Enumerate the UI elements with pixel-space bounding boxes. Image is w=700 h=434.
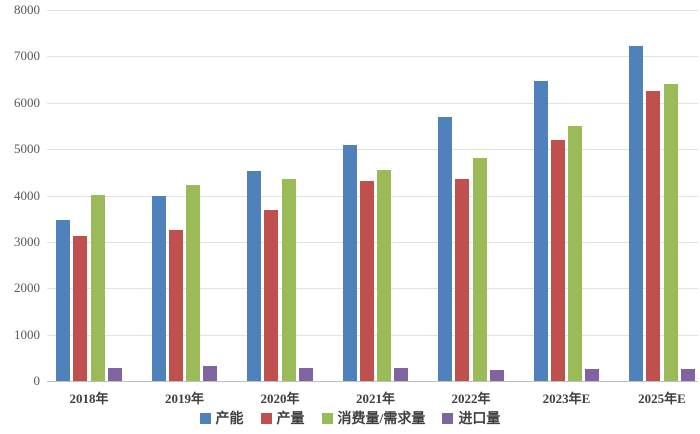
x-tick-label-2021年: 2021年 bbox=[355, 391, 395, 406]
bar-group-2019年 bbox=[151, 10, 218, 381]
x-tick-label-2023年E: 2023年E bbox=[542, 391, 591, 406]
legend-swatch-icon bbox=[199, 412, 211, 424]
bar-group-2020年 bbox=[247, 10, 313, 381]
bar-产量-2025年E bbox=[646, 91, 661, 381]
x-tick-label-2018年: 2018年 bbox=[69, 391, 109, 406]
y-tick-label-8000: 8000 bbox=[14, 2, 40, 17]
bar-group-2023年E bbox=[533, 10, 600, 381]
bar-进口量-2020年 bbox=[298, 368, 313, 381]
bar-进口量-2023年E bbox=[585, 369, 600, 381]
bar-产能-2020年 bbox=[247, 170, 261, 381]
x-tick-label-2025年E: 2025年E bbox=[638, 391, 686, 406]
bar-产能-2025年E bbox=[629, 46, 643, 381]
x-tick-label-2022年: 2022年 bbox=[451, 391, 491, 406]
y-tick-label-1000: 1000 bbox=[14, 326, 40, 342]
bar-产能-2019年 bbox=[151, 195, 166, 381]
legend-label: 进口量 bbox=[458, 412, 501, 427]
legend-swatch-icon bbox=[442, 412, 454, 424]
y-tick-label-5000: 5000 bbox=[14, 141, 40, 157]
y-tick-label-6000: 6000 bbox=[14, 94, 40, 110]
gridline-8000 bbox=[47, 10, 698, 11]
bar-进口量-2021年 bbox=[394, 368, 409, 381]
bar-消费量/需求量-2021年 bbox=[377, 170, 392, 381]
legend-swatch-icon bbox=[321, 412, 333, 424]
x-axis-line bbox=[47, 381, 698, 382]
bar-产量-2019年 bbox=[168, 230, 183, 381]
legend-item-进口量: 进口量 bbox=[442, 408, 500, 428]
y-tick-label-7000: 7000 bbox=[14, 48, 40, 64]
bar-进口量-2025年E bbox=[680, 368, 695, 381]
bar-group-2022年 bbox=[438, 10, 504, 381]
y-tick-label-3000: 3000 bbox=[14, 233, 40, 249]
plot-area bbox=[47, 10, 698, 382]
bar-消费量/需求量-2020年 bbox=[281, 179, 296, 381]
bar-产量-2020年 bbox=[264, 210, 279, 381]
y-tick-label-4000: 4000 bbox=[14, 187, 40, 203]
bar-group-2025年E bbox=[629, 10, 695, 381]
bar-进口量-2022年 bbox=[489, 369, 504, 381]
legend-item-产能: 产能 bbox=[199, 408, 244, 428]
x-tick-label-2020年: 2020年 bbox=[260, 391, 300, 406]
y-tick-label-2000: 2000 bbox=[14, 280, 40, 296]
bar-消费量/需求量-2023年E bbox=[568, 125, 583, 381]
bar-产能-2018年 bbox=[56, 219, 70, 381]
bar-产量-2023年E bbox=[550, 139, 565, 381]
bar-进口量-2018年 bbox=[107, 367, 122, 381]
bar-产量-2018年 bbox=[73, 235, 88, 381]
bar-消费量/需求量-2022年 bbox=[472, 158, 487, 381]
bar-group-2021年 bbox=[342, 10, 409, 381]
bar-group-2018年 bbox=[56, 10, 122, 381]
legend-swatch-icon bbox=[260, 412, 272, 424]
legend-label: 消费量/需求量 bbox=[337, 412, 426, 427]
gridline-6000 bbox=[47, 102, 698, 104]
bar-产能-2021年 bbox=[342, 145, 357, 381]
legend-label: 产量 bbox=[276, 412, 305, 427]
bar-消费量/需求量-2019年 bbox=[186, 184, 201, 381]
legend-item-消费量/需求量: 消费量/需求量 bbox=[321, 408, 426, 428]
bar-产能-2022年 bbox=[438, 117, 452, 381]
bar-产量-2021年 bbox=[359, 181, 374, 381]
legend-item-产量: 产量 bbox=[260, 408, 305, 428]
bar-产量-2022年 bbox=[455, 178, 470, 381]
bar-消费量/需求量-2018年 bbox=[90, 194, 105, 381]
bar-消费量/需求量-2025年E bbox=[663, 84, 678, 381]
gridline-5000 bbox=[47, 149, 698, 151]
x-tick-label-2019年: 2019年 bbox=[164, 391, 204, 406]
legend: 产能 产量 消费量/需求量 进口量 bbox=[0, 408, 700, 428]
legend-label: 产能 bbox=[215, 412, 244, 427]
gridline-7000 bbox=[47, 56, 698, 58]
bar-进口量-2019年 bbox=[203, 366, 218, 381]
y-tick-label-0: 0 bbox=[33, 373, 41, 388]
bar-产能-2023年E bbox=[533, 81, 548, 381]
